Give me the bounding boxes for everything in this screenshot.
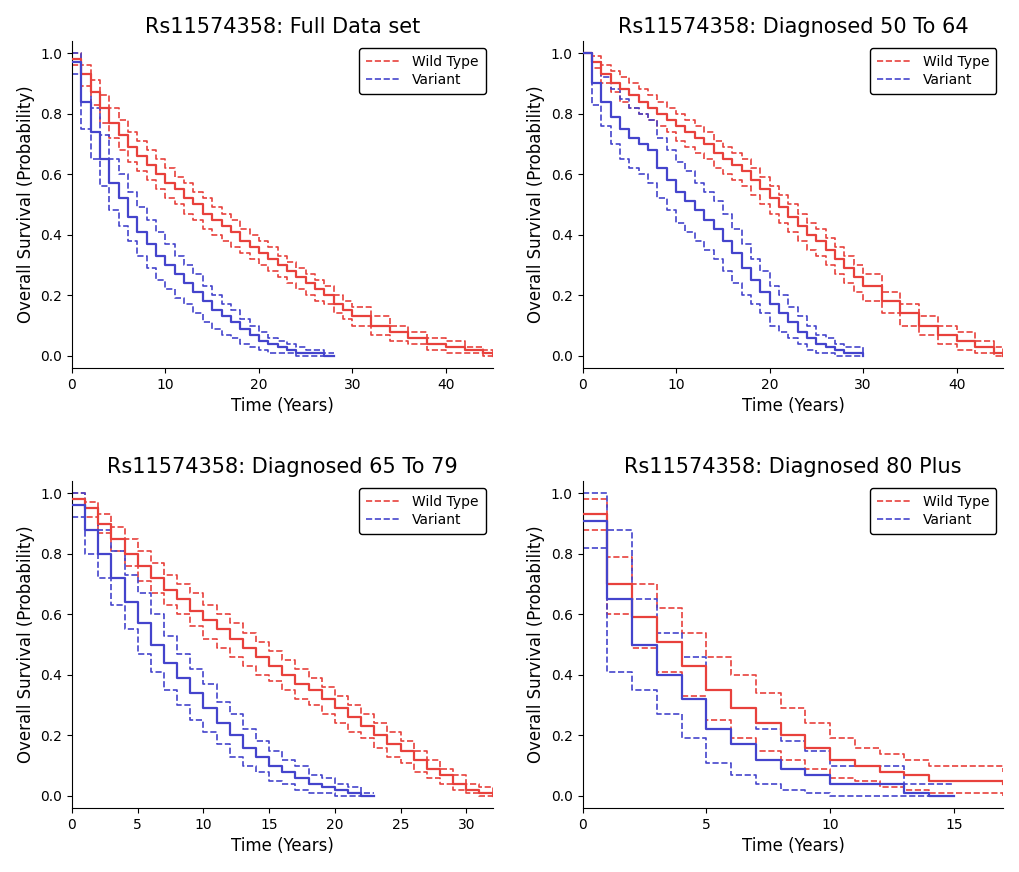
Title: Rs11574358: Full Data set: Rs11574358: Full Data set xyxy=(145,17,420,37)
Title: Rs11574358: Diagnosed 80 Plus: Rs11574358: Diagnosed 80 Plus xyxy=(624,457,961,477)
Title: Rs11574358: Diagnosed 50 To 64: Rs11574358: Diagnosed 50 To 64 xyxy=(618,17,967,37)
X-axis label: Time (Years): Time (Years) xyxy=(230,397,333,415)
X-axis label: Time (Years): Time (Years) xyxy=(741,397,844,415)
Y-axis label: Overall Survival (Probability): Overall Survival (Probability) xyxy=(527,526,545,763)
Y-axis label: Overall Survival (Probability): Overall Survival (Probability) xyxy=(527,85,545,324)
Legend: Wild Type, Variant: Wild Type, Variant xyxy=(359,488,485,535)
Legend: Wild Type, Variant: Wild Type, Variant xyxy=(869,488,996,535)
X-axis label: Time (Years): Time (Years) xyxy=(230,837,333,855)
Y-axis label: Overall Survival (Probability): Overall Survival (Probability) xyxy=(16,526,35,763)
Legend: Wild Type, Variant: Wild Type, Variant xyxy=(359,48,485,94)
Legend: Wild Type, Variant: Wild Type, Variant xyxy=(869,48,996,94)
X-axis label: Time (Years): Time (Years) xyxy=(741,837,844,855)
Title: Rs11574358: Diagnosed 65 To 79: Rs11574358: Diagnosed 65 To 79 xyxy=(107,457,458,477)
Y-axis label: Overall Survival (Probability): Overall Survival (Probability) xyxy=(16,85,35,324)
